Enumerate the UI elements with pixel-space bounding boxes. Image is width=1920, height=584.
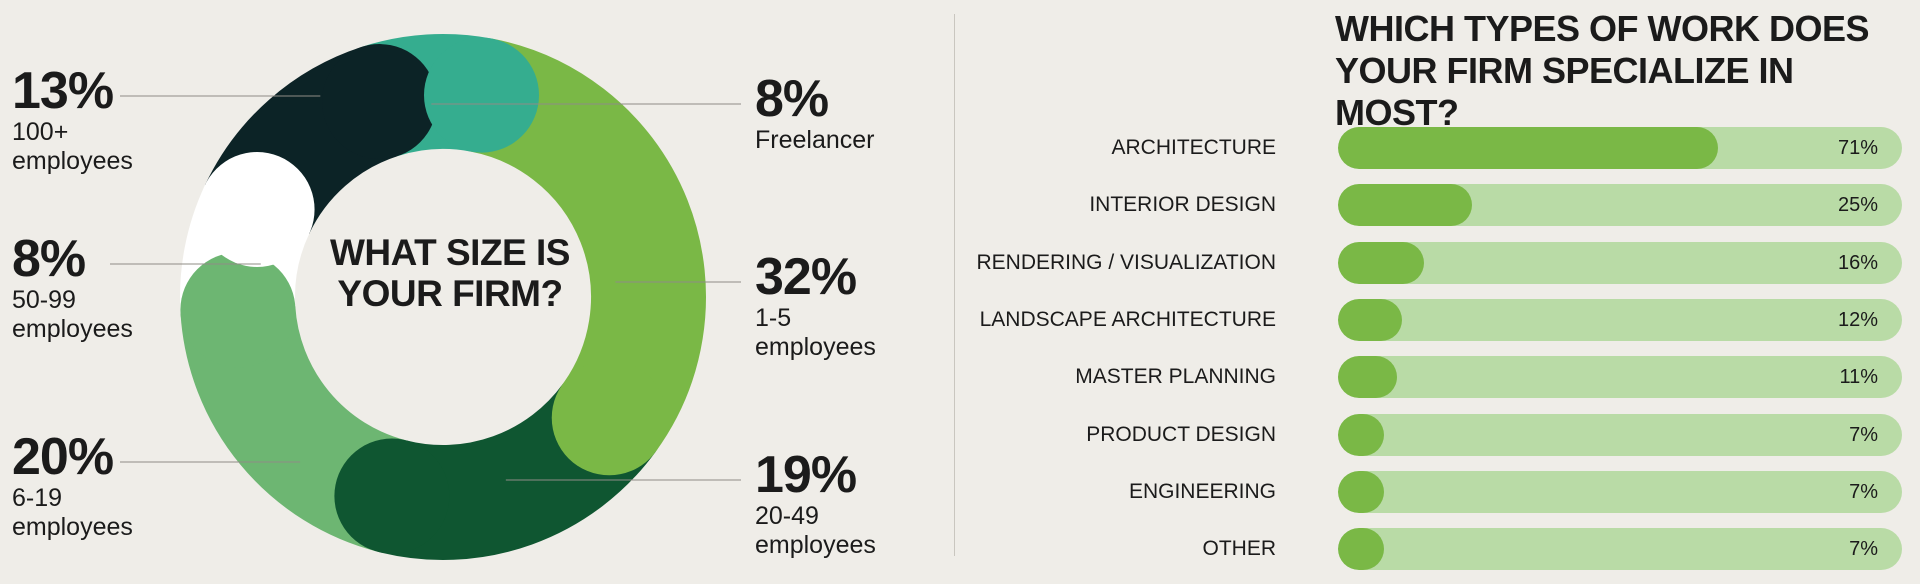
donut-label-text: 6-19 employees <box>12 484 133 541</box>
donut-label-text: Freelancer <box>755 126 875 154</box>
donut-label-percent: 19% <box>755 446 857 504</box>
bar-category-label: INTERIOR DESIGN <box>1089 193 1276 217</box>
bar-row: ENGINEERING 7% <box>960 470 1920 513</box>
bar-category-label: LANDSCAPE ARCHITECTURE <box>979 307 1276 331</box>
donut-slice-cap-0 <box>424 37 540 153</box>
donut-slice-cap-4 <box>199 152 315 268</box>
donut-slice-cap-5 <box>321 44 437 160</box>
donut-slice-cap-3 <box>180 252 296 368</box>
bar-row: RENDERING / VISUALIZATION 16% <box>960 241 1920 284</box>
donut-label-0: 8% Freelancer <box>755 72 875 155</box>
bar-fill <box>1338 356 1397 399</box>
donut-label-4: 8% 50-99 employees <box>12 232 133 344</box>
bar-category-label: ARCHITECTURE <box>1111 136 1276 159</box>
bar-fill <box>1338 241 1424 284</box>
bar-fill <box>1338 470 1384 513</box>
bar-row: INTERIOR DESIGN 25% <box>960 184 1920 227</box>
donut-slice-cap-2 <box>334 438 450 554</box>
bar-row: ARCHITECTURE 71% <box>960 127 1920 169</box>
donut-label-text: 1-5 employees <box>755 304 876 361</box>
donut-label-percent: 13% <box>12 62 114 120</box>
bar-track: 12% <box>1338 298 1902 341</box>
donut-slice-cap-1 <box>551 360 667 476</box>
donut-label-text: 100+ employees <box>12 118 133 175</box>
bar-value-label: 7% <box>1849 480 1878 503</box>
donut-label-1: 32% 1-5 employees <box>755 250 876 362</box>
bar-category-label: OTHER <box>1202 537 1277 561</box>
donut-slice-1 <box>469 38 706 452</box>
bar-track: 7% <box>1338 470 1902 513</box>
bar-value-label: 11% <box>1839 366 1878 389</box>
bar-category-label: RENDERING / VISUALIZATION <box>976 250 1277 274</box>
bar-track: 11% <box>1338 356 1902 399</box>
donut-label-text: 50-99 employees <box>12 286 133 343</box>
donut-label-5: 13% 100+ employees <box>12 64 133 176</box>
bar-category-label: MASTER PLANNING <box>1075 365 1276 389</box>
bar-fill <box>1338 298 1403 341</box>
donut-label-percent: 20% <box>12 428 114 486</box>
bar-fill <box>1338 413 1384 456</box>
bar-track: 7% <box>1338 413 1902 456</box>
donut-label-2: 19% 20-49 employees <box>755 448 876 560</box>
bar-value-label: 25% <box>1837 194 1878 217</box>
donut-chart-svg <box>110 34 741 560</box>
donut-label-text: 20-49 employees <box>755 502 876 559</box>
bar-fill <box>1338 184 1472 227</box>
bar-value-label: 7% <box>1849 538 1878 561</box>
bar-row: OTHER 7% <box>960 528 1920 571</box>
bar-track: 7% <box>1338 528 1902 571</box>
panel-divider <box>954 14 955 556</box>
work-types-bar-chart: WHICH TYPES OF WORK DOES YOUR FIRM SPECI… <box>960 0 1920 584</box>
bar-fill <box>1338 528 1384 571</box>
bar-track: 71% <box>1338 127 1902 169</box>
donut-label-percent: 8% <box>755 70 829 128</box>
bar-row: PRODUCT DESIGN 7% <box>960 413 1920 456</box>
donut-label-percent: 8% <box>12 230 86 288</box>
bar-track: 16% <box>1338 241 1902 284</box>
bar-value-label: 71% <box>1837 137 1878 159</box>
bar-category-label: ENGINEERING <box>1128 479 1276 503</box>
donut-label-percent: 32% <box>755 248 857 306</box>
donut-label-3: 20% 6-19 employees <box>12 430 133 542</box>
bar-value-label: 12% <box>1837 308 1878 331</box>
bar-row: LANDSCAPE ARCHITECTURE 12% <box>960 298 1920 341</box>
bar-value-label: 7% <box>1849 423 1878 446</box>
bar-category-label: PRODUCT DESIGN <box>1086 422 1276 446</box>
bar-chart-title: WHICH TYPES OF WORK DOES YOUR FIRM SPECI… <box>1335 8 1870 133</box>
bar-row: MASTER PLANNING 11% <box>960 356 1920 399</box>
bar-value-label: 16% <box>1837 251 1878 274</box>
bar-track: 25% <box>1338 184 1902 227</box>
bar-fill <box>1338 127 1719 169</box>
donut-center-title: WHAT SIZE IS YOUR FIRM? <box>330 232 570 314</box>
firm-size-donut-chart: WHAT SIZE IS YOUR FIRM? 8% Freelancer 32% 1… <box>0 0 950 584</box>
